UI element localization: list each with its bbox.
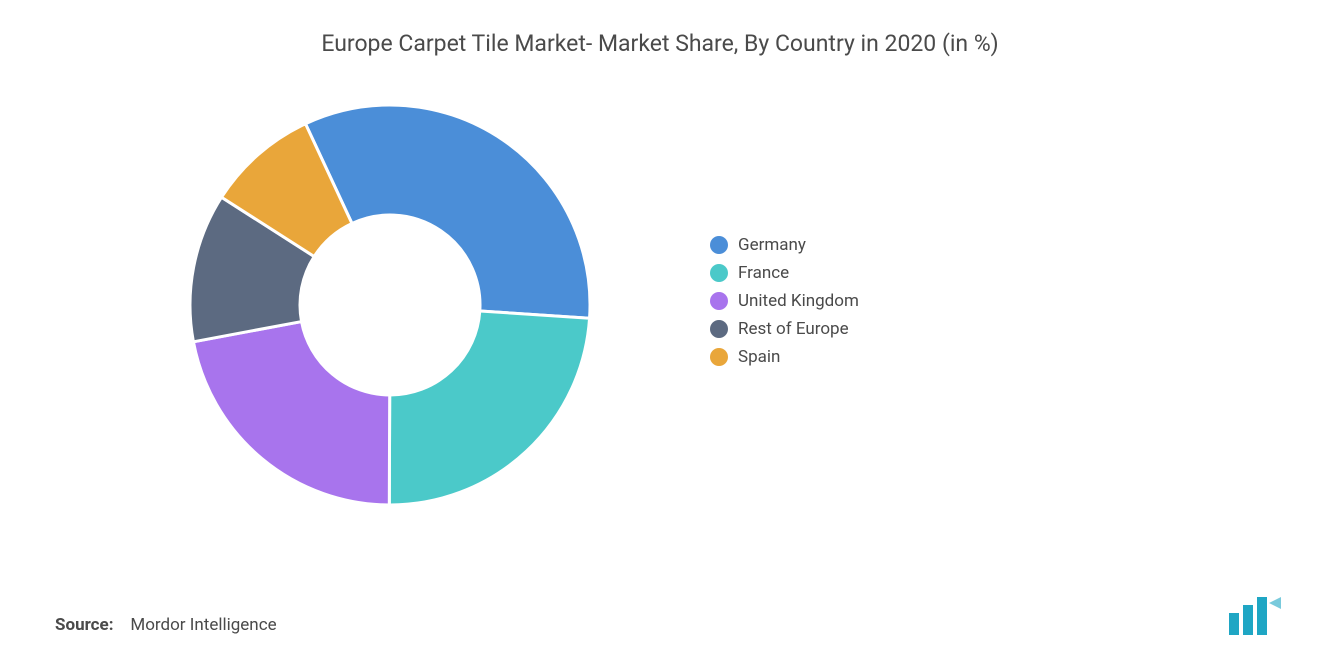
legend-swatch — [710, 264, 728, 282]
chart-container: Europe Carpet Tile Market- Market Share,… — [0, 0, 1320, 665]
legend-swatch — [710, 236, 728, 254]
legend-swatch — [710, 320, 728, 338]
donut-slice — [389, 311, 589, 505]
logo-bar — [1257, 597, 1267, 635]
legend-item: United Kingdom — [710, 291, 859, 311]
logo-accent — [1269, 597, 1281, 609]
legend-item: Rest of Europe — [710, 319, 859, 339]
chart-source: Source: Mordor Intelligence — [55, 615, 277, 635]
chart-title: Europe Carpet Tile Market- Market Share,… — [0, 30, 1320, 57]
legend-label: France — [738, 263, 789, 283]
donut-slice — [305, 105, 590, 318]
source-label: Source: — [55, 615, 113, 635]
legend-label: Rest of Europe — [738, 319, 849, 339]
legend-item: Germany — [710, 235, 859, 255]
donut-slice — [193, 322, 389, 505]
chart-legend: Germany France United Kingdom Rest of Europ… — [710, 235, 859, 367]
legend-swatch — [710, 292, 728, 310]
logo-bar — [1243, 605, 1253, 635]
legend-label: United Kingdom — [738, 291, 859, 311]
legend-item: France — [710, 263, 859, 283]
brand-logo — [1225, 595, 1285, 635]
logo-bar — [1229, 613, 1239, 635]
legend-label: Spain — [738, 347, 780, 367]
legend-label: Germany — [738, 235, 806, 255]
legend-swatch — [710, 348, 728, 366]
donut-chart — [180, 95, 600, 515]
legend-item: Spain — [710, 347, 859, 367]
source-value: Mordor Intelligence — [130, 615, 276, 635]
